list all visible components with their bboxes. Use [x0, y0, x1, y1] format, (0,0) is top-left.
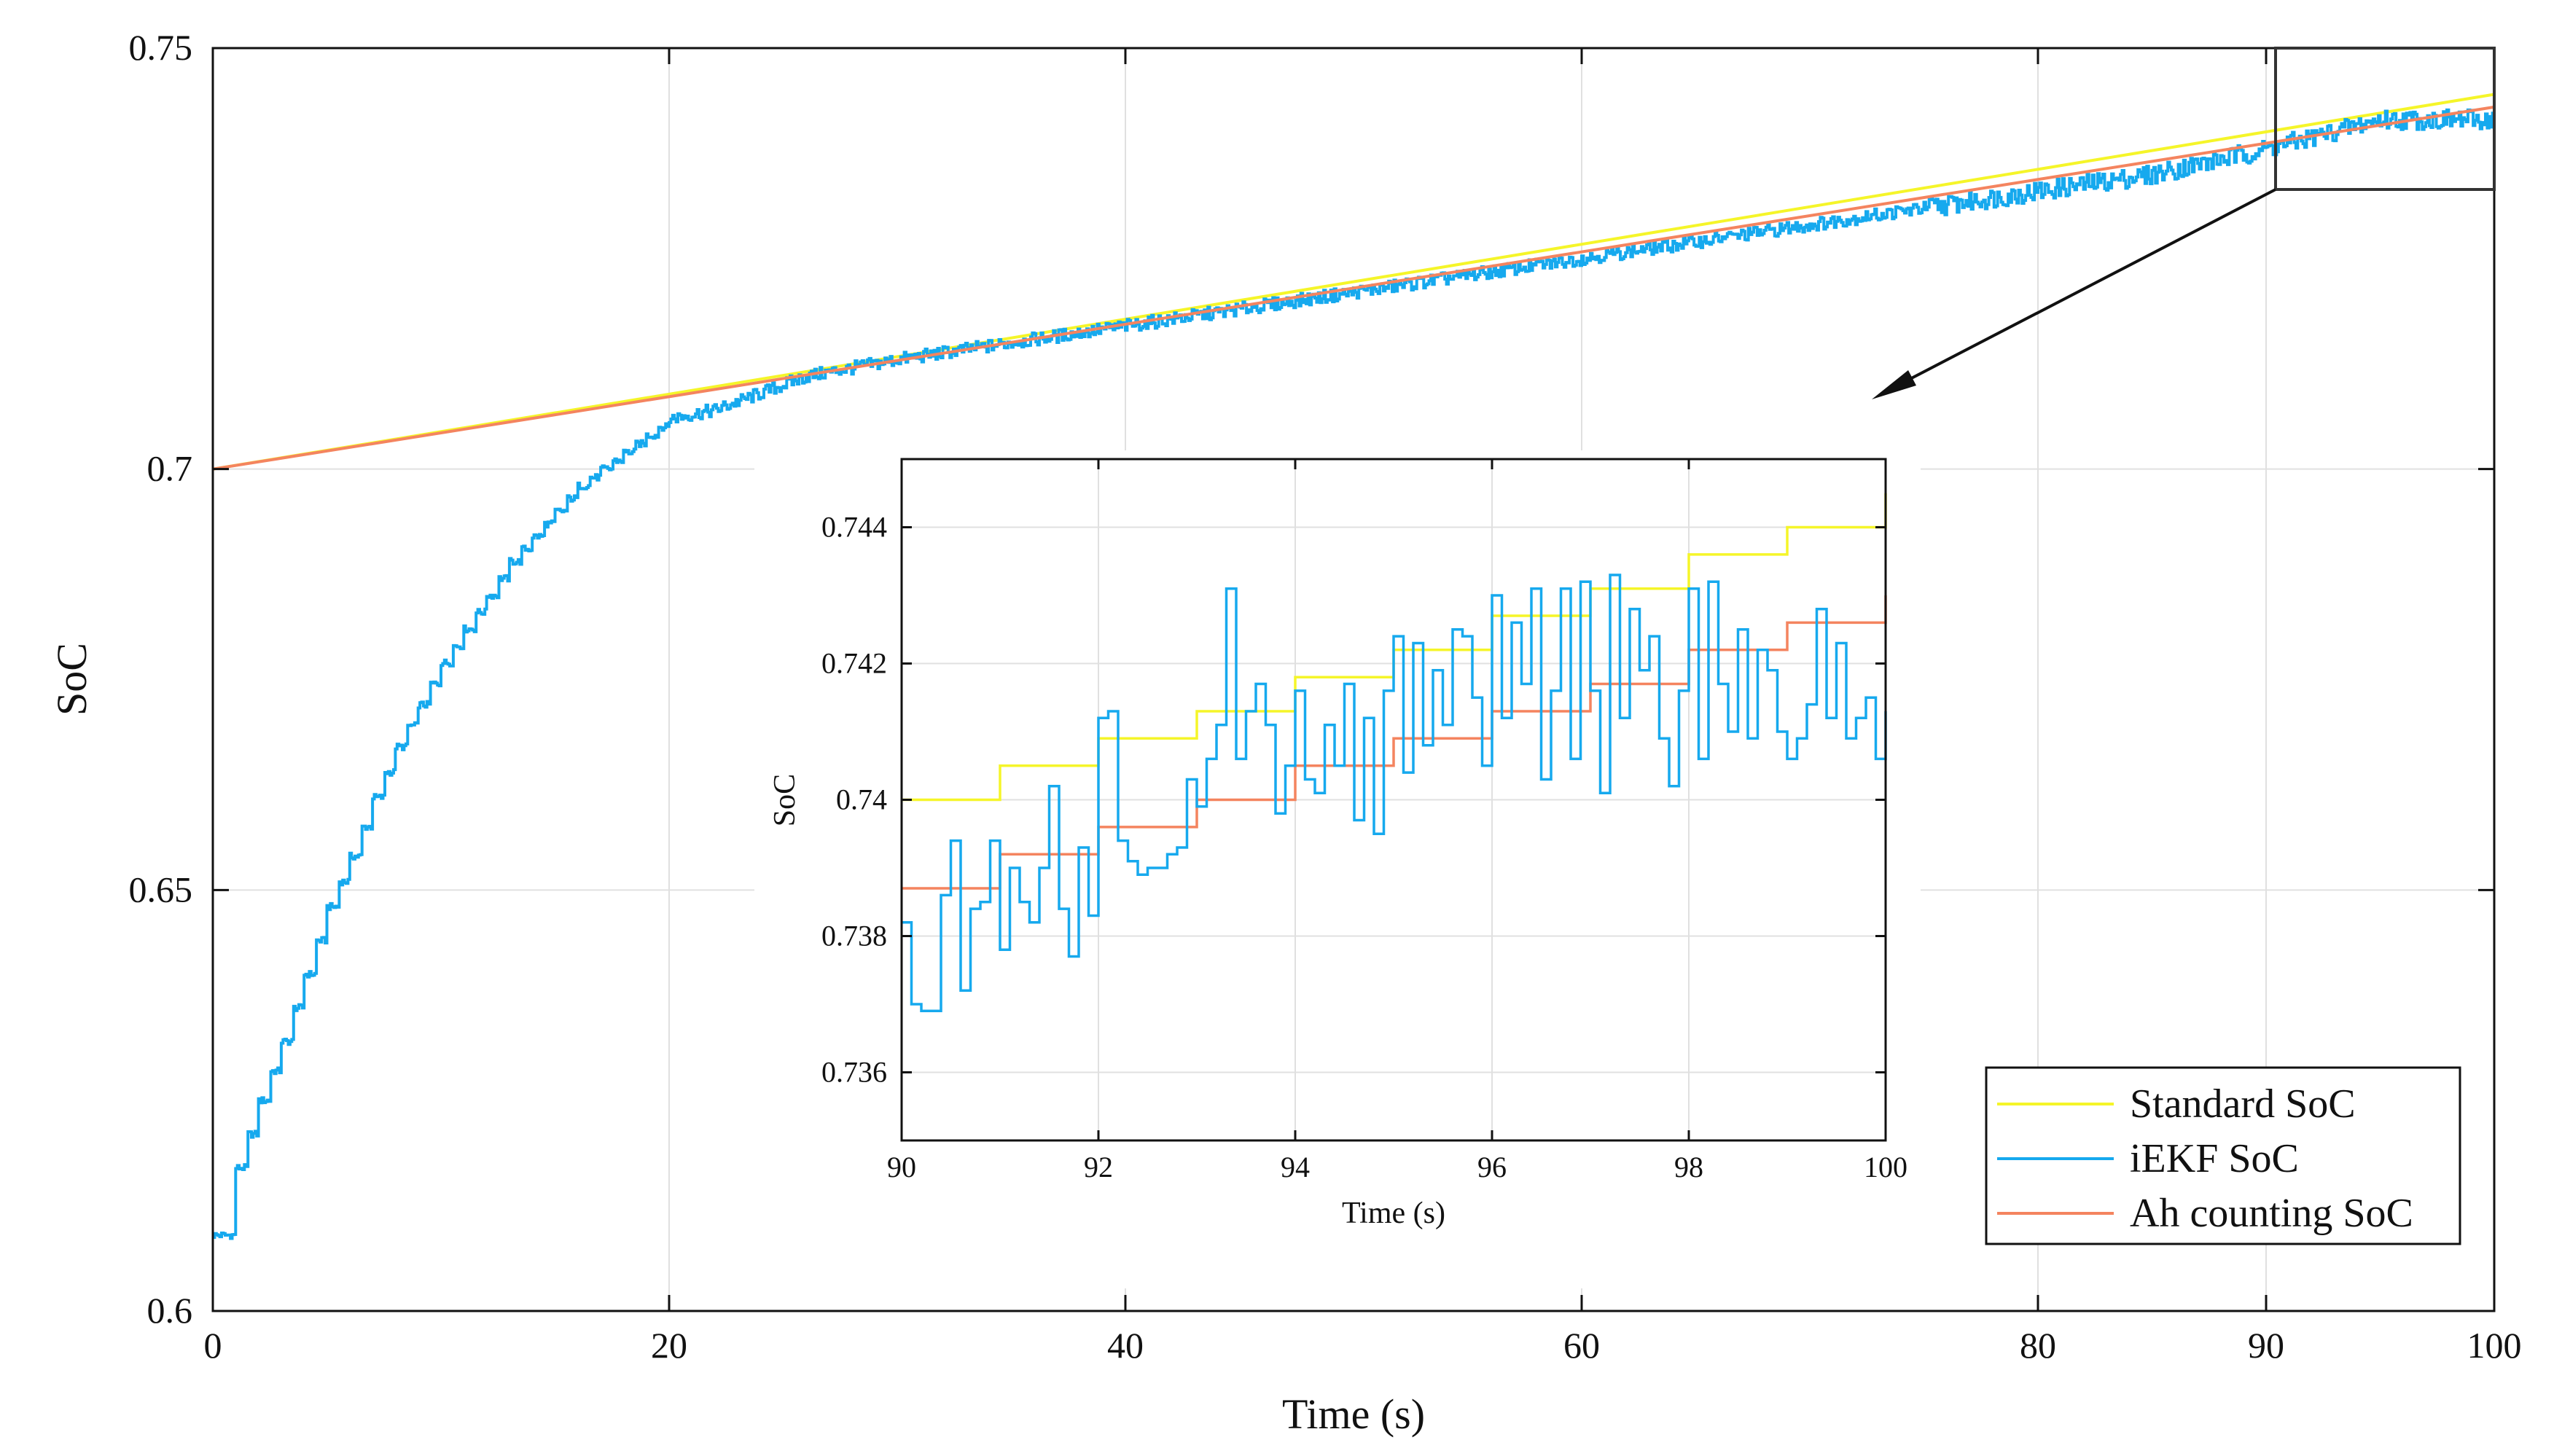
main-series-standard-soc: [212, 93, 2495, 471]
main-x-tick-label: 0: [204, 1325, 222, 1366]
main-plot-frame: [211, 47, 2496, 1312]
main-x-tick-label: 60: [1563, 1325, 1600, 1366]
zoom-arrow-shaft: [1881, 188, 2276, 395]
main-x-tick-label: 40: [1107, 1325, 1144, 1366]
inset-background: [754, 450, 1921, 1288]
main-y-tick-label: 0.65: [129, 869, 193, 909]
legend-label-iekf-soc: iEKF SoC: [2130, 1136, 2299, 1181]
inset-y-tick-label: 0.744: [821, 511, 887, 544]
inset-x-tick-label: 90: [887, 1151, 916, 1183]
main-x-tick-label: 90: [2248, 1325, 2284, 1366]
inset-y-tick-label: 0.74: [836, 783, 887, 816]
main-series-ah-counting-soc: [212, 105, 2495, 471]
main-x-tick-label: 80: [2020, 1325, 2056, 1366]
main-x-axis-label: Time (s): [1282, 1390, 1425, 1438]
inset-x-tick-label: 96: [1477, 1151, 1507, 1183]
inset-x-tick-label: 100: [1864, 1151, 1907, 1183]
main-series-layer: [212, 93, 2496, 1240]
inset-y-tick-label: 0.742: [821, 647, 887, 680]
inset-x-axis-label: Time (s): [1342, 1197, 1445, 1230]
main-y-tick-label: 0.6: [147, 1290, 193, 1331]
inset-x-tick-label: 94: [1281, 1151, 1310, 1183]
main-y-tick-label: 0.7: [147, 448, 193, 489]
legend-label-ah-counting-soc: Ah counting SoC: [2130, 1191, 2413, 1236]
main-ticks: 0 20 40 60 80 90 100 0.6 0.65 0.7 0.75: [129, 27, 2522, 1366]
legend-label-standard-soc: Standard SoC: [2130, 1081, 2356, 1127]
main-x-tick-label: 100: [2467, 1325, 2522, 1366]
zoom-arrow-head: [1872, 370, 1916, 399]
inset-y-axis-label: SoC: [768, 774, 802, 826]
inset-x-tick-label: 98: [1674, 1151, 1703, 1183]
main-y-tick-label: 0.75: [129, 27, 193, 68]
inset-series-iekf-soc: [902, 574, 1887, 1013]
zoom-box: [2274, 47, 2496, 191]
inset-y-tick-label: 0.736: [821, 1056, 887, 1089]
main-x-tick-label: 20: [651, 1325, 687, 1366]
legend: Standard SoC iEKF SoC Ah counting SoC: [1985, 1066, 2461, 1245]
inset-y-tick-label: 0.738: [821, 920, 887, 952]
inset-ticks: 90 92 94 96 98 100 0.736 0.738 0.74 0.742 0.744: [821, 459, 1907, 1183]
main-y-axis-label: SoC: [48, 643, 95, 716]
inset-x-tick-label: 92: [1084, 1151, 1113, 1183]
inset-series-layer: [902, 493, 1887, 1013]
